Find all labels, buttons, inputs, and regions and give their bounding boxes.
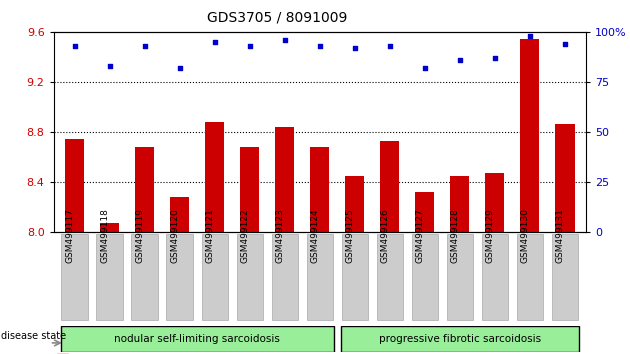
Text: GSM499131: GSM499131 xyxy=(556,208,565,263)
Bar xyxy=(450,176,469,232)
Point xyxy=(420,65,430,71)
Point xyxy=(525,33,535,39)
FancyBboxPatch shape xyxy=(307,234,333,320)
FancyBboxPatch shape xyxy=(552,234,578,320)
Text: GSM499120: GSM499120 xyxy=(171,208,180,263)
FancyBboxPatch shape xyxy=(377,234,403,320)
Bar xyxy=(345,176,364,232)
FancyBboxPatch shape xyxy=(60,326,334,352)
FancyBboxPatch shape xyxy=(272,234,298,320)
Point xyxy=(455,57,465,63)
Bar xyxy=(240,147,260,232)
Text: GDS3705 / 8091009: GDS3705 / 8091009 xyxy=(207,11,347,25)
FancyBboxPatch shape xyxy=(411,234,438,320)
Text: GSM499126: GSM499126 xyxy=(381,208,390,263)
Point xyxy=(385,43,395,49)
FancyBboxPatch shape xyxy=(482,234,508,320)
Point xyxy=(280,37,290,43)
Text: progressive fibrotic sarcoidosis: progressive fibrotic sarcoidosis xyxy=(379,334,541,344)
Text: GSM499117: GSM499117 xyxy=(66,208,74,263)
Point xyxy=(560,41,570,47)
Point xyxy=(315,43,325,49)
Text: GSM499130: GSM499130 xyxy=(521,208,530,263)
Point xyxy=(490,55,500,61)
Text: nodular self-limiting sarcoidosis: nodular self-limiting sarcoidosis xyxy=(114,334,280,344)
FancyBboxPatch shape xyxy=(62,234,88,320)
Bar xyxy=(170,197,189,232)
Bar xyxy=(520,39,539,232)
Point xyxy=(210,39,220,45)
Text: GSM499129: GSM499129 xyxy=(486,208,495,263)
Point xyxy=(244,43,255,49)
Bar xyxy=(415,192,435,232)
Bar xyxy=(275,127,294,232)
Point xyxy=(140,43,150,49)
FancyBboxPatch shape xyxy=(132,234,158,320)
Text: GSM499123: GSM499123 xyxy=(276,208,285,263)
Text: disease state: disease state xyxy=(1,331,66,341)
FancyBboxPatch shape xyxy=(96,234,123,320)
Text: GSM499124: GSM499124 xyxy=(311,208,320,263)
FancyBboxPatch shape xyxy=(447,234,473,320)
FancyBboxPatch shape xyxy=(341,326,579,352)
Bar xyxy=(555,124,575,232)
Bar xyxy=(135,147,154,232)
FancyBboxPatch shape xyxy=(202,234,228,320)
Bar xyxy=(485,173,505,232)
Point xyxy=(350,45,360,51)
Text: GSM499118: GSM499118 xyxy=(101,208,110,263)
Text: GSM499121: GSM499121 xyxy=(205,208,215,263)
Bar xyxy=(310,147,329,232)
FancyBboxPatch shape xyxy=(517,234,543,320)
FancyBboxPatch shape xyxy=(341,234,368,320)
Bar xyxy=(100,223,119,232)
Point xyxy=(105,63,115,69)
Text: GSM499127: GSM499127 xyxy=(416,208,425,263)
Text: GSM499122: GSM499122 xyxy=(241,208,249,263)
Text: GSM499128: GSM499128 xyxy=(451,208,460,263)
FancyBboxPatch shape xyxy=(236,234,263,320)
Point xyxy=(175,65,185,71)
Text: GSM499119: GSM499119 xyxy=(135,208,145,263)
Text: GSM499125: GSM499125 xyxy=(346,208,355,263)
Bar xyxy=(205,122,224,232)
Bar xyxy=(65,139,84,232)
FancyBboxPatch shape xyxy=(166,234,193,320)
Point xyxy=(69,43,79,49)
Bar xyxy=(380,141,399,232)
